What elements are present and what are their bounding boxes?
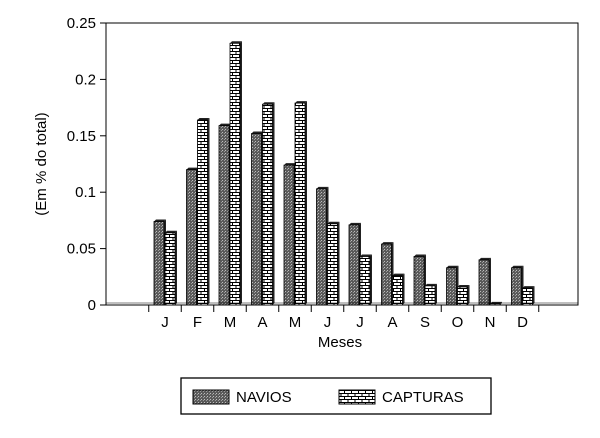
bar-navios — [446, 267, 457, 306]
x-tick-label: S — [420, 314, 430, 331]
bar-capturas-top — [327, 221, 340, 224]
bar-navios-top — [446, 265, 459, 268]
y-axis-label: (Em % do total) — [33, 112, 50, 215]
bar-capturas-top — [522, 286, 535, 289]
bar-capturas — [392, 275, 403, 306]
bar-capturas — [294, 102, 306, 306]
legend-label-navios: NAVIOS — [236, 389, 292, 406]
bar-capturas-side — [240, 41, 242, 305]
legend-label-capturas: CAPTURAS — [382, 389, 464, 406]
x-tick-label: J — [161, 314, 169, 331]
bar-navios — [413, 256, 425, 306]
x-tick-label: O — [452, 314, 464, 331]
bar-capturas-side — [272, 102, 275, 305]
x-tick-label: J — [324, 314, 332, 331]
y-tick-label: 0.25 — [67, 15, 96, 32]
bar-capturas-side — [207, 118, 210, 306]
bar-capturas-side — [337, 221, 340, 305]
bar-capturas-side — [175, 230, 177, 305]
x-tick-label: J — [356, 314, 364, 331]
bar-capturas — [327, 223, 338, 306]
bar-capturas — [229, 42, 241, 306]
bar-capturas-side — [532, 286, 535, 305]
y-tick-label: 0.05 — [67, 241, 96, 258]
bar-navios — [186, 169, 197, 306]
bar-navios — [251, 133, 262, 306]
bar-capturas — [522, 287, 533, 306]
bar-capturas-side — [467, 284, 470, 305]
bar-capturas-side — [500, 301, 502, 305]
bar-navios-top — [251, 131, 264, 134]
bar-navios — [478, 259, 490, 306]
bar-capturas-top — [295, 101, 307, 104]
bar-capturas — [424, 285, 436, 306]
plot-frame — [105, 22, 579, 306]
bar-capturas — [262, 103, 273, 306]
bar-capturas-top — [360, 254, 372, 257]
bar-navios — [218, 125, 230, 306]
y-axis: 0 0.05 0.1 0.15 0.2 0.25 — [67, 15, 106, 314]
bar-navios-top — [186, 167, 199, 170]
legend-box — [180, 377, 492, 415]
bar-navios-top — [284, 163, 296, 166]
x-tick-label: A — [257, 314, 267, 331]
y-tick-label: 0 — [88, 297, 96, 314]
bar-navios-top — [511, 265, 524, 268]
bar-navios-top — [414, 254, 426, 257]
x-axis-label: Meses — [318, 334, 362, 351]
bar-capturas-top — [457, 284, 470, 287]
bar-navios-top — [154, 219, 166, 222]
x-tick-label: F — [193, 314, 202, 331]
bar-capturas — [489, 303, 501, 306]
bar-capturas-top — [197, 118, 210, 121]
bar-capturas — [359, 256, 371, 306]
x-tick-label: N — [485, 314, 496, 331]
bar-capturas-side — [435, 283, 437, 305]
x-tick-label: A — [387, 314, 397, 331]
y-tick-label: 0.2 — [75, 71, 96, 88]
bars — [106, 41, 578, 306]
bar-capturas — [457, 286, 468, 306]
bar-navios-side — [489, 257, 491, 305]
bar-navios — [153, 221, 165, 306]
bar-capturas-top — [165, 230, 177, 233]
y-tick-label: 0.1 — [75, 184, 96, 201]
bar-capturas-side — [370, 254, 372, 305]
bar-navios — [511, 267, 522, 306]
bar-navios — [316, 188, 327, 306]
bar-capturas-top — [392, 273, 405, 276]
legend: NAVIOS CAPTURAS — [180, 377, 492, 415]
legend-swatch-capturas — [338, 389, 376, 405]
plot-area — [105, 22, 579, 306]
bar-navios-top — [349, 222, 361, 225]
x-tick-label: D — [517, 314, 528, 331]
bar-navios-top — [219, 123, 231, 126]
x-tick-label: M — [289, 314, 302, 331]
bar-navios — [348, 224, 360, 306]
bar-capturas-top — [425, 283, 437, 286]
bar-navios — [283, 164, 295, 306]
legend-swatch-navios — [192, 389, 230, 405]
bar-navios-top — [381, 242, 394, 245]
bar-capturas-side — [402, 273, 405, 305]
y-tick-label: 0.15 — [67, 128, 96, 145]
x-tick-label: M — [224, 314, 237, 331]
bar-capturas — [197, 119, 208, 306]
bar-navios-top — [316, 186, 329, 189]
bar-navios — [381, 243, 392, 306]
bar-capturas-top — [230, 41, 242, 44]
bar-capturas-side — [305, 101, 307, 305]
bar-navios-top — [479, 257, 491, 260]
bar-capturas — [164, 232, 176, 306]
bar-capturas-top — [262, 102, 275, 105]
